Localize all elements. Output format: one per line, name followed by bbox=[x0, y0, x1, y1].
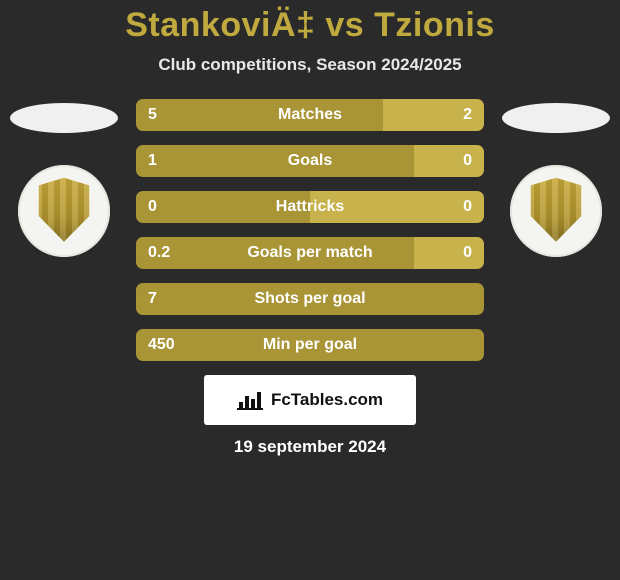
bar-right-value: 2 bbox=[463, 106, 472, 124]
main-row: 5 2 Matches 1 0 Goals 0 0 Hattricks 0.2 0 Goals per… bbox=[0, 99, 620, 361]
player-left-club-badge bbox=[18, 165, 110, 257]
stat-bar: 450 Min per goal bbox=[136, 329, 484, 361]
bar-left-segment bbox=[136, 99, 383, 131]
stats-card: StankoviÄ‡ vs Tzionis Club competitions,… bbox=[0, 0, 620, 457]
bar-label: Shots per goal bbox=[254, 290, 365, 308]
shield-icon bbox=[528, 178, 584, 242]
bar-label: Goals bbox=[288, 152, 332, 170]
bar-left-value: 450 bbox=[148, 336, 175, 354]
stat-bar: 5 2 Matches bbox=[136, 99, 484, 131]
player-left-avatar bbox=[10, 103, 118, 133]
bar-right-value: 0 bbox=[463, 244, 472, 262]
player-right-club-badge bbox=[510, 165, 602, 257]
bar-left-value: 0 bbox=[148, 198, 157, 216]
bar-left-segment bbox=[136, 145, 414, 177]
stat-bar: 7 Shots per goal bbox=[136, 283, 484, 315]
player-right-avatar bbox=[502, 103, 610, 133]
page-title: StankoviÄ‡ vs Tzionis bbox=[0, 6, 620, 45]
bar-label: Goals per match bbox=[247, 244, 372, 262]
bar-label: Hattricks bbox=[276, 198, 344, 216]
bar-left-value: 5 bbox=[148, 106, 157, 124]
bar-left-value: 7 bbox=[148, 290, 157, 308]
right-player-col bbox=[502, 99, 610, 257]
stat-bar: 0 0 Hattricks bbox=[136, 191, 484, 223]
bar-right-segment bbox=[414, 145, 484, 177]
bar-label: Matches bbox=[278, 106, 342, 124]
watermark: FcTables.com bbox=[204, 375, 416, 425]
bar-right-value: 0 bbox=[463, 198, 472, 216]
left-player-col bbox=[10, 99, 118, 257]
stat-bar: 1 0 Goals bbox=[136, 145, 484, 177]
stat-bars: 5 2 Matches 1 0 Goals 0 0 Hattricks 0.2 0 Goals per… bbox=[136, 99, 484, 361]
bar-left-value: 0.2 bbox=[148, 244, 170, 262]
stat-bar: 0.2 0 Goals per match bbox=[136, 237, 484, 269]
bar-left-value: 1 bbox=[148, 152, 157, 170]
bar-right-value: 0 bbox=[463, 152, 472, 170]
page-subtitle: Club competitions, Season 2024/2025 bbox=[0, 55, 620, 75]
watermark-text: FcTables.com bbox=[271, 390, 383, 410]
date-text: 19 september 2024 bbox=[0, 437, 620, 457]
chart-icon bbox=[237, 390, 263, 410]
shield-icon bbox=[36, 178, 92, 242]
bar-label: Min per goal bbox=[263, 336, 357, 354]
bar-right-segment bbox=[414, 237, 484, 269]
